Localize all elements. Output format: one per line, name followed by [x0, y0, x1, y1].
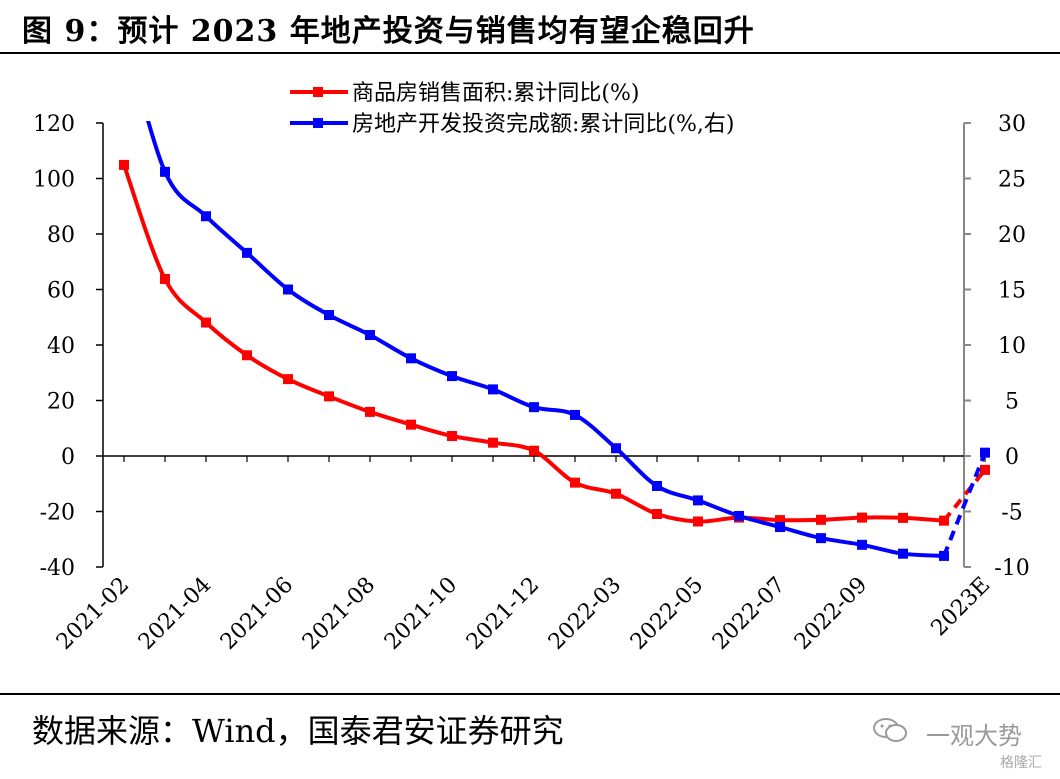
investment-point: [980, 447, 990, 458]
sales-point: [570, 477, 580, 488]
sales-point: [652, 508, 662, 519]
investment-point: [529, 402, 539, 413]
left-tick-label: 0: [61, 445, 75, 470]
left-tick-label: -40: [40, 556, 75, 581]
sales-legend-marker: [313, 87, 323, 97]
investment-point: [365, 330, 375, 341]
investment-point: [406, 353, 416, 364]
data-source-note: 数据来源：Wind，国泰君安证券研究: [32, 712, 564, 750]
figure-title: 图 9：预计 2023 年地产投资与销售均有望企稳回升: [22, 14, 755, 49]
sales-point: [898, 512, 908, 523]
investment-point: [324, 310, 334, 321]
bottom-rule: [0, 693, 1060, 695]
investment-point: [939, 550, 949, 561]
left-tick-label: 120: [33, 112, 75, 137]
sales-point: [816, 514, 826, 525]
investment-point: [693, 495, 703, 506]
sales-point: [775, 515, 785, 526]
sales-legend-label: 商品房销售面积:累计同比(%): [352, 81, 639, 106]
x-tick-label: 2022-03: [544, 573, 626, 655]
investment-point: [242, 247, 252, 258]
investment-series-line: [146, 121, 945, 558]
sales-point: [324, 391, 334, 402]
investment-point: [734, 510, 744, 521]
right-tick-label: -5: [1001, 501, 1022, 526]
watermark-sub: 格隆汇: [1000, 755, 1042, 771]
watermark: 一观大势: [926, 722, 1022, 750]
sales-point: [980, 464, 990, 475]
right-tick-label: -10: [994, 556, 1029, 581]
left-tick-label: -20: [40, 501, 75, 526]
left-axis: -40 -20 0 20 40 60 80 100 120: [33, 112, 104, 581]
x-tick-label: 2022-07: [708, 573, 790, 655]
investment-point: [611, 443, 621, 454]
sales-point: [447, 431, 457, 442]
investment-point: [775, 522, 785, 533]
investment-point: [201, 211, 211, 222]
left-tick-label: 40: [47, 334, 75, 359]
right-tick-label: 15: [998, 279, 1026, 304]
investment-point: [447, 371, 457, 382]
x-tick-label: 2021-08: [298, 573, 380, 655]
investment-point: [488, 384, 498, 395]
sales-point: [119, 159, 129, 170]
right-tick-label: 10: [998, 334, 1026, 359]
plot-area: [119, 121, 990, 561]
investment-point: [816, 533, 826, 544]
x-axis: 2021-02 2021-04 2021-06 2021-08 2021-10 2021-…: [52, 455, 996, 655]
sales-point: [365, 406, 375, 417]
investment-point: [652, 480, 662, 491]
right-tick-label: 0: [1005, 445, 1019, 470]
x-tick-label: 2021-02: [52, 573, 134, 655]
x-tick-label: 2022-05: [626, 573, 708, 655]
x-tick-label: 2021-10: [380, 573, 462, 655]
sales-point: [488, 437, 498, 448]
x-tick-label: 2021-04: [134, 573, 216, 655]
sales-series-line: [122, 164, 945, 524]
sales-point: [857, 512, 867, 523]
sales-point: [939, 515, 949, 526]
right-axis: -10 -5 0 5 10 15 20 25 30: [963, 112, 1030, 581]
wechat-icon: [873, 718, 907, 742]
x-tick-label: 2022-09: [790, 573, 872, 655]
x-tick-label: 2021-06: [216, 573, 298, 655]
investment-point: [160, 166, 170, 177]
investment-point: [898, 548, 908, 559]
investment-point: [283, 284, 293, 295]
left-tick-label: 100: [33, 168, 75, 193]
investment-forecast-line: [942, 451, 987, 557]
right-tick-label: 25: [998, 168, 1026, 193]
x-tick-label: 2021-12: [462, 573, 544, 655]
top-rule: [0, 52, 1060, 54]
sales-point: [160, 273, 170, 284]
sales-point: [693, 516, 703, 527]
right-tick-label: 5: [1005, 390, 1019, 415]
sales-point: [611, 488, 621, 499]
sales-point: [283, 374, 293, 385]
sales-point: [406, 419, 416, 430]
left-tick-label: 20: [47, 390, 75, 415]
investment-point: [857, 539, 867, 550]
right-tick-label: 30: [998, 112, 1026, 137]
left-tick-label: 60: [47, 279, 75, 304]
investment-legend-marker: [313, 118, 323, 128]
investment-point: [570, 409, 580, 420]
sales-point: [242, 350, 252, 361]
sales-point: [201, 317, 211, 328]
sales-point: [529, 445, 539, 456]
x-tick-label: 2023E: [927, 573, 996, 642]
right-tick-label: 20: [998, 223, 1026, 248]
legend: 商品房销售面积:累计同比(%) 房地产开发投资完成额:累计同比(%,右): [290, 81, 734, 137]
investment-legend-label: 房地产开发投资完成额:累计同比(%,右): [352, 112, 734, 137]
left-tick-label: 80: [47, 223, 75, 248]
